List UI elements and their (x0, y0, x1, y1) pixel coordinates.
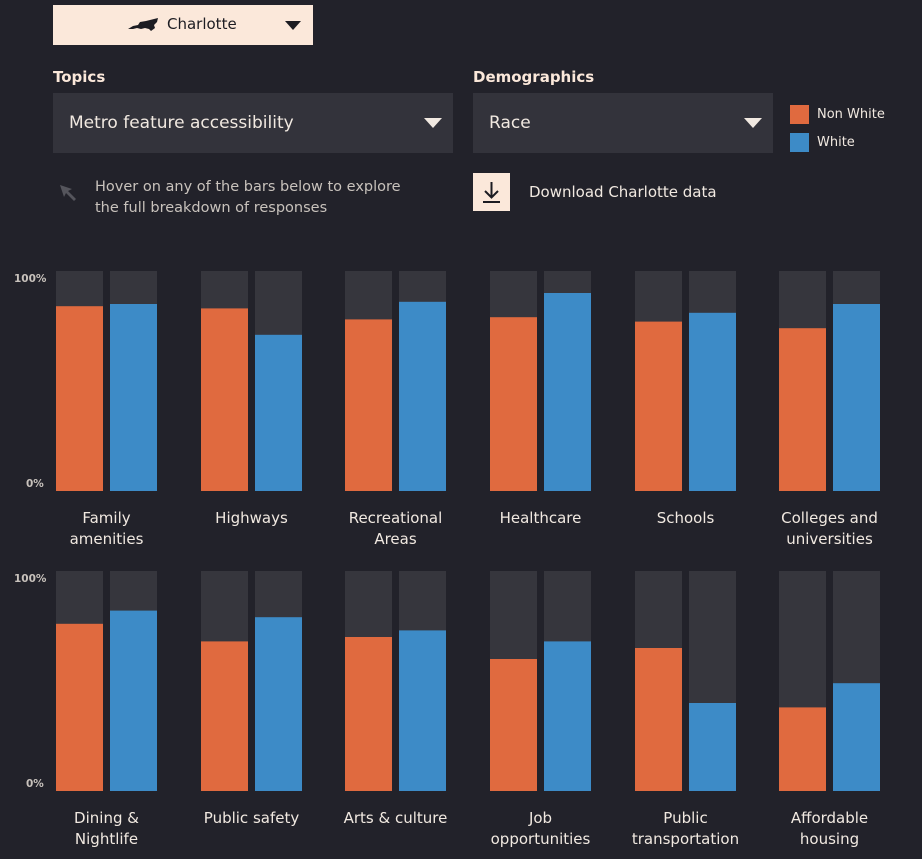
topics-select[interactable]: Metro feature accessibility (53, 93, 453, 153)
bar-non-white[interactable] (56, 306, 103, 491)
bar-white[interactable] (544, 641, 591, 791)
chevron-down-icon (285, 21, 301, 30)
bar-non-white[interactable] (779, 328, 826, 491)
y-tick-label-top: 100% (14, 273, 47, 285)
hover-hint: Hover on any of the bars below to explor… (95, 177, 401, 219)
bar-non-white[interactable] (345, 637, 392, 791)
category-label: Job (528, 809, 552, 827)
hover-hint-line-1: Hover on any of the bars below to explor… (95, 179, 401, 195)
category-label: Areas (374, 530, 417, 548)
category-label: opportunities (491, 830, 591, 848)
bar-white[interactable] (833, 683, 880, 791)
bar-white[interactable] (255, 617, 302, 791)
bar-non-white[interactable] (201, 641, 248, 791)
category-label: Healthcare (500, 509, 582, 527)
download-link[interactable]: Download Charlotte data (529, 183, 717, 201)
bar-white[interactable] (689, 703, 736, 791)
category-label: Affordable (791, 809, 868, 827)
category-label: Recreational (349, 509, 443, 527)
category-label: housing (800, 830, 859, 848)
category-label: Arts & culture (344, 809, 448, 827)
bar-non-white[interactable] (490, 659, 537, 791)
cursor-arrow-icon (60, 185, 76, 201)
city-label: Charlotte (167, 15, 237, 33)
category-label: Highways (215, 509, 288, 527)
bar-non-white[interactable] (201, 308, 248, 491)
category-label: Family (82, 509, 130, 527)
bar-white[interactable] (689, 312, 736, 491)
legend-swatch-non-white (790, 105, 809, 124)
download-icon (483, 182, 500, 203)
category-label: Public (663, 809, 707, 827)
category-label: amenities (70, 530, 144, 548)
bar-white[interactable] (110, 304, 157, 491)
category-label: transportation (632, 830, 739, 848)
category-label: Public safety (204, 809, 300, 827)
north-carolina-state-icon (128, 18, 158, 31)
legend-swatch-white (790, 133, 809, 152)
legend-label-non-white: Non White (817, 107, 885, 122)
bar-white[interactable] (399, 301, 446, 491)
bar-non-white[interactable] (490, 317, 537, 491)
category-label: universities (786, 530, 873, 548)
bar-non-white[interactable] (635, 321, 682, 491)
y-tick-label-bottom: 0% (26, 478, 44, 490)
y-tick-label-top: 100% (14, 573, 47, 585)
bar-white[interactable] (110, 610, 157, 791)
category-label: Schools (657, 509, 715, 527)
city-selector[interactable]: Charlotte (53, 5, 313, 45)
y-tick-label-bottom: 0% (26, 778, 44, 790)
category-label: Colleges and (781, 509, 878, 527)
bar-white[interactable] (255, 334, 302, 491)
bar-non-white[interactable] (345, 319, 392, 491)
topics-label: Topics (53, 68, 106, 86)
bar-non-white[interactable] (56, 623, 103, 791)
topics-select-value: Metro feature accessibility (69, 113, 294, 133)
bar-white[interactable] (399, 630, 446, 791)
chevron-down-icon (744, 118, 762, 128)
hover-hint-line-2: the full breakdown of responses (95, 200, 328, 216)
demographics-select-value: Race (489, 113, 531, 133)
legend-label-white: White (817, 135, 855, 150)
download-button[interactable] (473, 173, 510, 211)
bar-white[interactable] (833, 304, 880, 491)
chevron-down-icon (424, 118, 442, 128)
demographics-label: Demographics (473, 68, 595, 86)
bar-non-white[interactable] (635, 648, 682, 791)
category-label: Nightlife (75, 830, 138, 848)
demographics-select[interactable]: Race (473, 93, 773, 153)
category-label: Dining & (74, 809, 139, 827)
bar-non-white[interactable] (779, 707, 826, 791)
bar-white[interactable] (544, 293, 591, 491)
